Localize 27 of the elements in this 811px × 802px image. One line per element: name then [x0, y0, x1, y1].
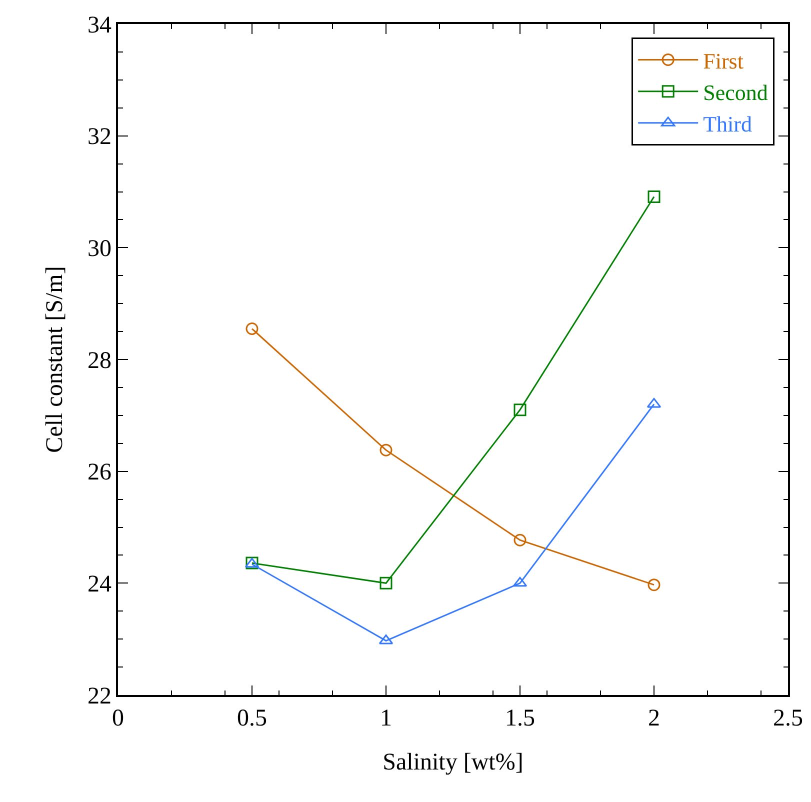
- y-tick-label: 30: [87, 236, 112, 262]
- legend-label: Third: [703, 112, 752, 136]
- x-tick-label: 1: [380, 706, 392, 732]
- point: [648, 190, 660, 204]
- point: [380, 576, 392, 590]
- x-tick-label: 1.5: [505, 706, 535, 732]
- x-tick-label: 0: [112, 706, 124, 732]
- y-tick-label: 26: [87, 460, 112, 486]
- x-tick-label: 2: [648, 706, 660, 732]
- point: [246, 322, 258, 335]
- legend-label: Second: [703, 80, 768, 105]
- point: [514, 534, 526, 546]
- y-tick-label: 28: [87, 348, 112, 374]
- y-tick-label: 32: [87, 124, 112, 150]
- point: [648, 578, 660, 592]
- point: [646, 398, 662, 408]
- legend-label: First: [703, 48, 744, 74]
- point: [380, 444, 392, 456]
- y-tick-label: 34: [87, 12, 112, 38]
- point: [514, 404, 526, 416]
- x-tick-label: 2.5: [773, 706, 803, 732]
- y-tick-label: 22: [87, 683, 112, 710]
- x-axis-title: Salinity [wt%]: [382, 749, 524, 776]
- x-tick-label: 0.5: [237, 706, 267, 732]
- y-tick-label: 24: [87, 572, 112, 598]
- y-axis-title: Cell constant [S/m]: [42, 266, 68, 453]
- point: [512, 576, 528, 587]
